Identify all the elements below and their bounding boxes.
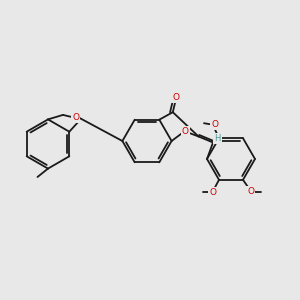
Text: O: O [247, 187, 254, 196]
Text: O: O [72, 113, 79, 122]
Text: O: O [182, 128, 189, 136]
Text: O: O [209, 188, 217, 197]
Text: O: O [211, 120, 218, 129]
Text: O: O [172, 93, 179, 102]
Text: H: H [214, 134, 221, 143]
